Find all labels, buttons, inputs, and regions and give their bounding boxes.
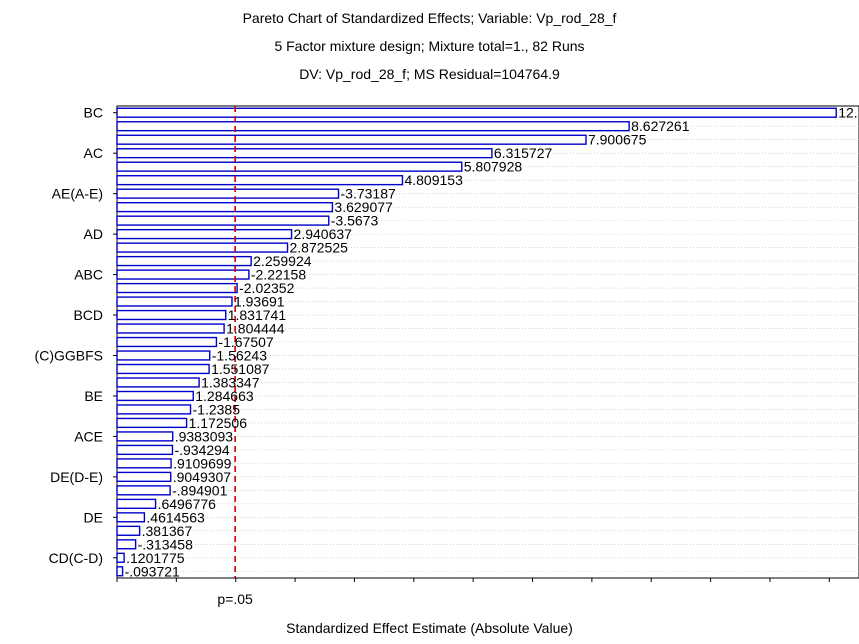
bar: [117, 499, 156, 508]
bar: [117, 338, 216, 347]
y-tick-label: (C)GGBFS: [35, 347, 103, 363]
bar: [117, 284, 237, 293]
bar: [117, 162, 462, 171]
bar: [117, 513, 144, 522]
bar-value-label: 4.809153: [404, 172, 463, 188]
bar: [117, 567, 123, 576]
bar: [117, 122, 629, 131]
threshold-label: p=.05: [217, 591, 253, 607]
bar: [117, 405, 191, 414]
bar: [117, 189, 339, 198]
y-tick-label: DE(D-E): [50, 469, 103, 485]
x-axis-label: Standardized Effect Estimate (Absolute V…: [0, 620, 859, 636]
y-tick-label: ABC: [74, 267, 103, 283]
bar: [117, 459, 171, 468]
bar: [117, 149, 492, 158]
bar: [117, 297, 232, 306]
y-tick-label: BC: [84, 105, 103, 121]
bar: [117, 472, 171, 481]
y-tick-label: DE: [84, 509, 103, 525]
bar-value-label: 12.11585: [838, 105, 859, 121]
bar: [117, 540, 136, 549]
y-tick-label: AE(A-E): [52, 186, 103, 202]
bar: [117, 445, 172, 454]
bar: [117, 351, 210, 360]
bar: [117, 391, 193, 400]
bar: [117, 230, 292, 239]
bar: [117, 418, 187, 427]
bar: [117, 486, 170, 495]
bar-value-label: 7.900675: [588, 132, 647, 148]
bar: [117, 216, 329, 225]
y-tick-label: AC: [84, 145, 103, 161]
bar: [117, 243, 288, 252]
bar: [117, 135, 586, 144]
bar: [117, 432, 173, 441]
y-tick-label: AD: [84, 226, 103, 242]
bar: [117, 108, 836, 117]
bar: [117, 365, 209, 374]
y-tick-label: CD(C-D): [49, 550, 103, 566]
y-tick-label: BE: [84, 388, 103, 404]
bar: [117, 203, 332, 212]
y-tick-label: BCD: [73, 307, 103, 323]
bar: [117, 311, 226, 320]
bar: [117, 553, 124, 562]
bar-value-label: -.093721: [125, 563, 180, 579]
bar: [117, 257, 251, 266]
bar: [117, 324, 224, 333]
bar: [117, 176, 402, 185]
y-tick-label: ACE: [74, 428, 103, 444]
bar: [117, 378, 199, 387]
bar-value-label: 5.807928: [464, 159, 523, 175]
bar: [117, 526, 140, 535]
bar: [117, 270, 249, 279]
